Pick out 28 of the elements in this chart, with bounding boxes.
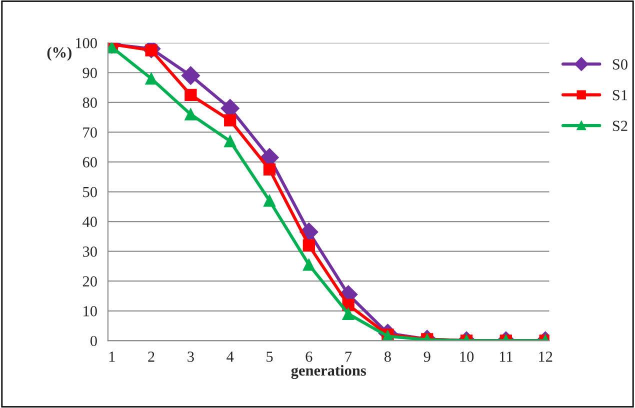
y-tick-label: 80 bbox=[82, 98, 97, 108]
y-tick-label: 60 bbox=[82, 157, 97, 168]
y-tick-label: 40 bbox=[82, 216, 97, 227]
x-tick-label: 8 bbox=[384, 352, 391, 362]
x-tick-label: 3 bbox=[188, 352, 194, 362]
y-axis-title: (%) bbox=[47, 46, 72, 61]
y-tick-label: 50 bbox=[83, 186, 97, 198]
x-tick-label: 1 bbox=[109, 352, 115, 362]
x-tick-label: 5 bbox=[266, 352, 273, 362]
y-tick-label: 90 bbox=[82, 68, 97, 78]
y-tick-label: 0 bbox=[90, 336, 97, 346]
x-tick-label: 7 bbox=[346, 352, 352, 362]
y-tick-label: 20 bbox=[82, 276, 97, 287]
x-tick-label: 12 bbox=[539, 352, 552, 362]
x-tick-label: 9 bbox=[424, 352, 430, 362]
x-tick-label: 10 bbox=[460, 352, 474, 362]
y-tick-label: 100 bbox=[76, 38, 97, 48]
legend-label: S1 bbox=[612, 90, 628, 100]
legend-label: S2 bbox=[612, 120, 628, 132]
x-tick-label: 11 bbox=[500, 352, 512, 362]
y-tick-label: 10 bbox=[84, 306, 97, 316]
x-tick-label: 4 bbox=[226, 352, 234, 362]
x-axis-title: generations bbox=[291, 364, 366, 379]
x-tick-label: 2 bbox=[148, 352, 154, 362]
legend-label: S0 bbox=[612, 59, 628, 70]
y-tick-label: 70 bbox=[83, 127, 97, 138]
x-tick-label: 6 bbox=[306, 352, 312, 362]
y-tick-label: 30 bbox=[82, 246, 97, 257]
